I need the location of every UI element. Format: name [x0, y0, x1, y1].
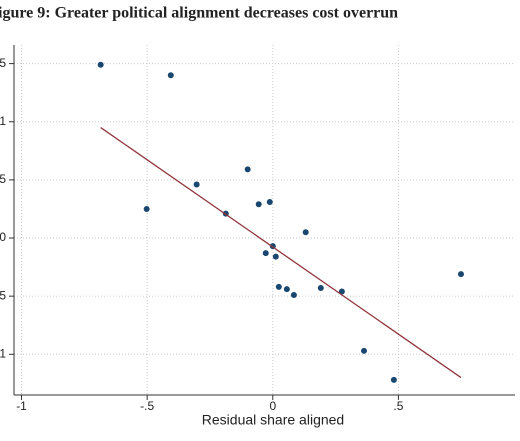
x-axis-label: Residual share aligned: [202, 412, 344, 428]
y-tick-label: 5: [0, 56, 6, 70]
point: [244, 166, 251, 173]
chart-title: igure 9: Greater political alignment dec…: [0, 5, 398, 22]
point: [290, 292, 297, 298]
point: [317, 285, 324, 292]
x-tick-label: .5: [393, 399, 403, 413]
point: [338, 288, 345, 295]
point: [283, 286, 290, 293]
point: [97, 61, 104, 68]
point: [302, 229, 309, 236]
y-tick-label: 1: [0, 346, 6, 360]
y-tick-label: 0: [0, 230, 6, 244]
point: [272, 253, 279, 260]
fit-line: [100, 127, 462, 379]
point: [390, 376, 397, 383]
point: [167, 72, 174, 79]
point: [255, 201, 262, 208]
y-tick-label: 5: [0, 288, 6, 302]
point: [457, 271, 464, 278]
x-tick-label: -.5: [140, 399, 154, 413]
point: [193, 181, 200, 188]
x-tick-label: 0: [269, 399, 276, 413]
point: [266, 198, 273, 205]
point: [262, 250, 269, 257]
point: [360, 347, 367, 354]
point: [275, 283, 282, 290]
point: [143, 205, 150, 212]
y-tick-label: 1: [0, 114, 6, 128]
y-tick-label: 5: [0, 172, 6, 186]
x-tick-label: -1: [16, 399, 27, 413]
